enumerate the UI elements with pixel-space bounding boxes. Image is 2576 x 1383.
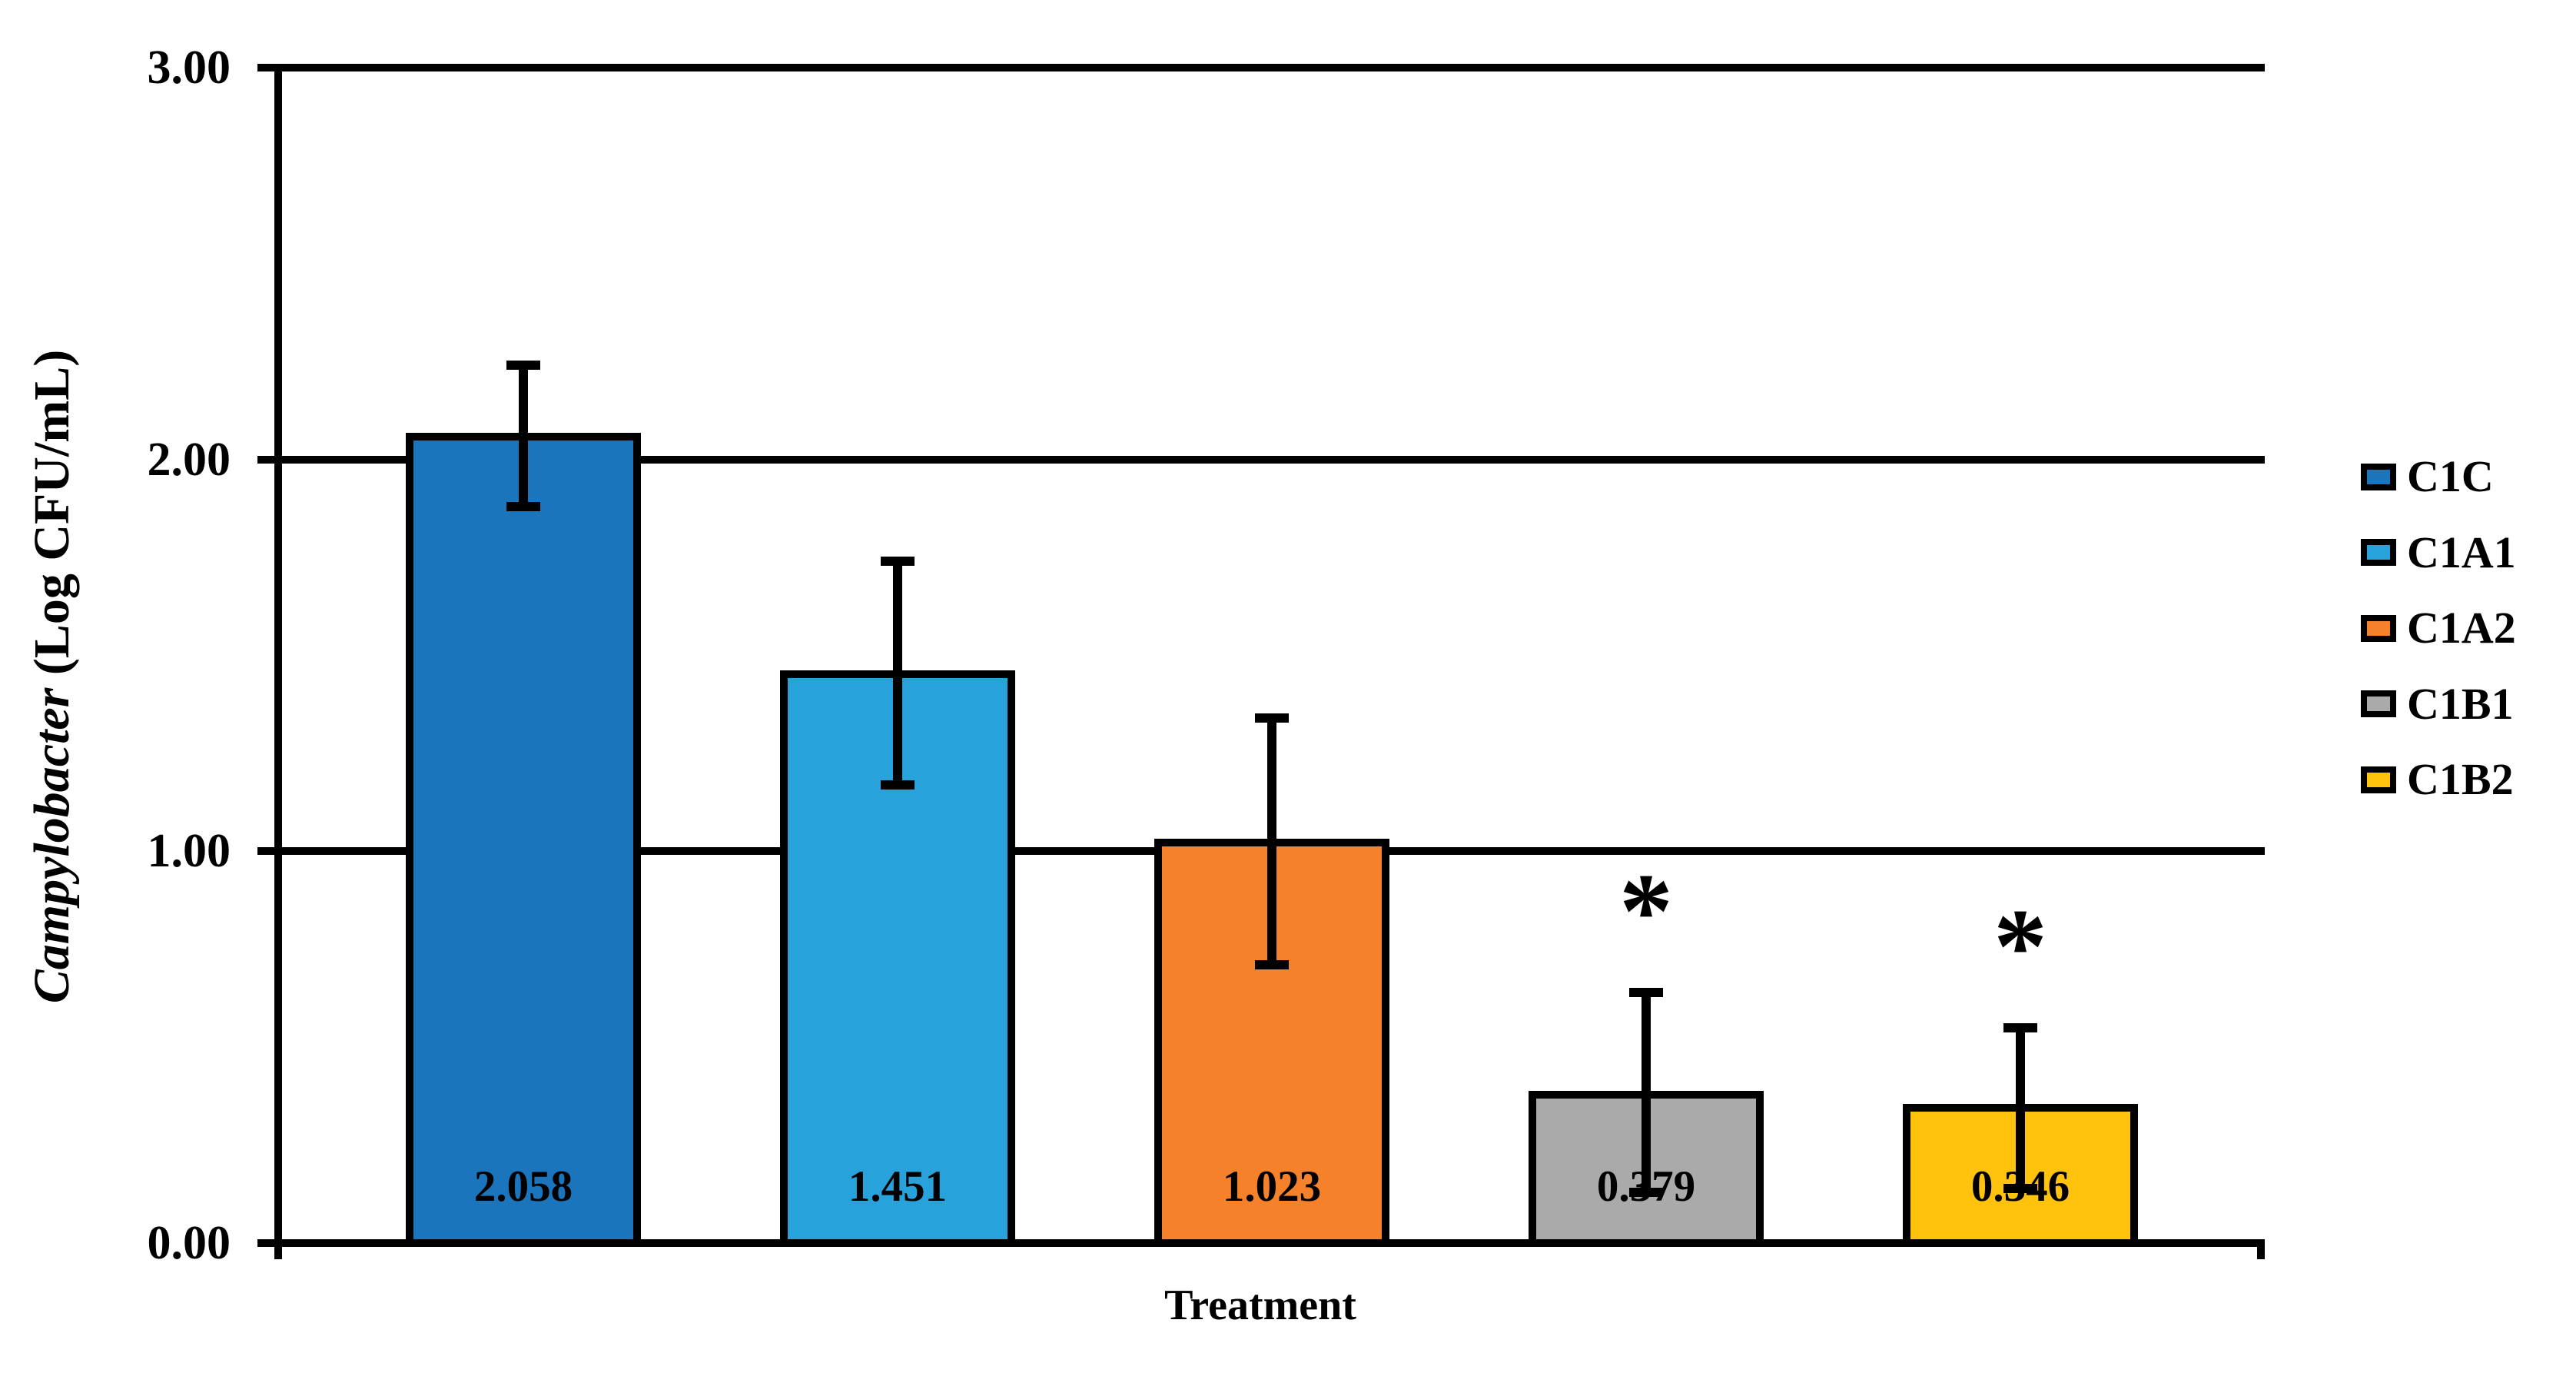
gridline-3.00 <box>274 64 2265 71</box>
legend-item-C1A2: C1A2 <box>2361 606 2516 650</box>
y-axis-tick <box>257 847 274 856</box>
x-axis-title: Treatment <box>1164 1282 1356 1329</box>
gridline-2.00 <box>274 455 2265 464</box>
bar-value-label: 2.058 <box>473 1162 573 1211</box>
error-cap-bottom <box>2003 1183 2037 1193</box>
legend-label: C1C <box>2407 451 2494 501</box>
error-cap-bottom <box>1255 960 1289 970</box>
error-bar <box>1267 718 1276 966</box>
significance-asterisk: * <box>1619 851 1673 971</box>
y-axis-title-italic: Campylobacter <box>24 687 80 1004</box>
error-cap-bottom <box>1629 1187 1663 1197</box>
y-axis-tick <box>257 64 274 71</box>
legend-label: C1B2 <box>2407 754 2514 804</box>
legend-label: C1A1 <box>2407 527 2516 577</box>
legend-item-C1C: C1C <box>2361 454 2494 499</box>
error-cap-top <box>1629 987 1663 997</box>
legend-label: C1B1 <box>2407 678 2514 729</box>
error-bar <box>2016 1027 2025 1189</box>
error-cap-bottom <box>506 501 540 511</box>
y-axis-title: Campylobacter (Log CFU/mL) <box>23 350 81 1004</box>
legend-label: C1A2 <box>2407 603 2516 653</box>
y-tick-label: 1.00 <box>147 825 231 878</box>
legend-item-C1A1: C1A1 <box>2361 530 2516 575</box>
legend-swatch <box>2361 614 2396 642</box>
x-axis-end-tick <box>2257 1243 2265 1259</box>
legend-swatch <box>2361 539 2396 566</box>
legend-item-C1B1: C1B1 <box>2361 678 2514 729</box>
bar-C1C: 2.058 <box>406 433 641 1247</box>
legend-item-C1B2: C1B2 <box>2361 757 2514 802</box>
error-bar <box>893 561 902 785</box>
y-axis-title-rest: (Log CFU/mL) <box>24 349 80 688</box>
y-tick-label: 3.00 <box>147 42 231 94</box>
error-cap-top <box>2003 1022 2037 1032</box>
bar-C1A1: 1.451 <box>780 670 1015 1247</box>
y-axis-tick <box>257 455 274 464</box>
error-bar <box>1642 992 1651 1192</box>
y-tick-label: 0.00 <box>147 1217 231 1269</box>
y-tick-label: 2.00 <box>147 433 231 486</box>
error-cap-top <box>881 557 915 567</box>
y-axis-line <box>274 64 282 1259</box>
error-bar <box>519 365 528 507</box>
bar-value-label: 1.023 <box>1222 1162 1322 1211</box>
error-cap-top <box>506 361 540 371</box>
error-cap-top <box>1255 713 1289 723</box>
legend-swatch <box>2361 463 2396 490</box>
y-axis-tick <box>257 1239 274 1247</box>
error-cap-bottom <box>881 780 915 790</box>
legend-swatch <box>2361 766 2396 793</box>
bar-value-label: 1.451 <box>848 1162 948 1211</box>
legend-swatch <box>2361 690 2396 717</box>
significance-asterisk: * <box>1993 886 2047 1006</box>
